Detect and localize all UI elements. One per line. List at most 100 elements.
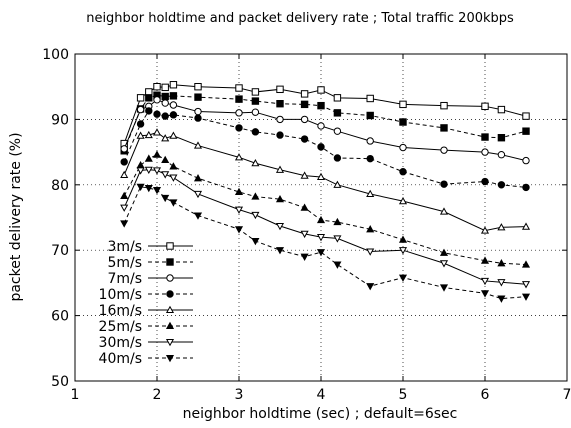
point-7m/s-9 <box>276 115 284 124</box>
point-10m/s-8 <box>251 128 260 136</box>
series-line-7m/s <box>123 99 527 162</box>
series-lines <box>120 81 531 303</box>
series-40m/s <box>120 183 531 303</box>
y-tick-label: 70 <box>51 243 69 259</box>
point-7m/s-14 <box>399 143 407 152</box>
point-5m/s-10 <box>300 100 309 109</box>
series-7m/s <box>120 96 530 165</box>
point-3m/s-13 <box>366 94 374 103</box>
point-3m/s-15 <box>440 101 448 110</box>
series-30m/s <box>120 166 531 289</box>
point-5m/s-16 <box>481 133 489 141</box>
series-line-16m/s <box>123 131 527 232</box>
point-25m/s-17 <box>497 259 506 267</box>
x-axis-label: neighbor holdtime (sec) ; default=6sec <box>183 406 458 422</box>
point-10m/s-4 <box>161 112 169 120</box>
point-3m/s-10 <box>300 90 309 98</box>
point-7m/s-8 <box>251 108 260 116</box>
point-25m/s-12 <box>333 217 342 226</box>
point-16m/s-9 <box>275 165 285 173</box>
legend-label-40m/s: 40m/s <box>99 351 142 367</box>
point-25m/s-11 <box>316 215 326 224</box>
point-3m/s-5 <box>169 81 178 89</box>
point-16m/s-6 <box>193 141 203 149</box>
point-16m/s-2 <box>144 130 153 139</box>
point-30m/s-4 <box>161 171 170 179</box>
point-10m/s-6 <box>194 114 202 122</box>
point-5m/s-2 <box>145 94 153 102</box>
point-5m/s-18 <box>522 127 530 135</box>
point-3m/s-14 <box>399 100 407 109</box>
point-10m/s-7 <box>235 124 243 132</box>
point-7m/s-6 <box>194 107 202 116</box>
legend-label-16m/s: 16m/s <box>99 303 142 319</box>
point-16m/s-11 <box>316 172 326 181</box>
point-40m/s-4 <box>161 194 170 203</box>
point-40m/s-18 <box>521 293 531 301</box>
point-25m/s-3 <box>152 150 162 158</box>
x-tick-label: 4 <box>317 387 326 403</box>
point-7m/s-1 <box>136 105 145 114</box>
point-40m/s-0 <box>120 220 129 228</box>
point-10m/s-1 <box>136 120 145 128</box>
series-line-25m/s <box>123 154 527 266</box>
point-40m/s-15 <box>439 284 449 292</box>
point-25m/s-10 <box>300 203 309 211</box>
point-25m/s-7 <box>234 187 244 196</box>
legend-marker-10m/s <box>166 290 174 298</box>
point-5m/s-4 <box>161 92 169 101</box>
point-3m/s-18 <box>522 112 530 120</box>
x-tick-label: 1 <box>71 387 80 403</box>
point-40m/s-16 <box>480 290 490 298</box>
point-25m/s-8 <box>251 192 260 200</box>
point-40m/s-9 <box>275 247 285 255</box>
series-line-5m/s <box>123 94 527 151</box>
point-25m/s-18 <box>521 260 531 268</box>
series-10m/s <box>120 107 530 192</box>
point-16m/s-8 <box>251 158 260 167</box>
chart-title: neighbor holdtime and packet delivery ra… <box>86 11 514 26</box>
legend-marker-5m/s <box>166 258 174 266</box>
x-tick-label: 3 <box>235 387 244 403</box>
point-16m/s-5 <box>169 131 178 139</box>
point-5m/s-17 <box>497 134 506 142</box>
point-10m/s-0 <box>120 158 128 166</box>
point-30m/s-0 <box>120 204 129 212</box>
point-25m/s-15 <box>439 248 449 256</box>
series-3m/s <box>120 81 530 148</box>
point-3m/s-11 <box>317 86 325 94</box>
point-3m/s-16 <box>481 102 489 111</box>
point-3m/s-3 <box>153 83 161 91</box>
point-10m/s-18 <box>522 183 530 192</box>
y-axis-label: packet delivery rate (%) <box>8 132 24 301</box>
point-7m/s-10 <box>300 115 309 124</box>
point-10m/s-9 <box>276 131 284 139</box>
point-40m/s-5 <box>169 199 178 207</box>
point-25m/s-9 <box>275 194 285 203</box>
point-30m/s-16 <box>480 277 490 286</box>
point-40m/s-8 <box>251 237 260 246</box>
point-30m/s-9 <box>275 222 285 231</box>
x-tick-label: 2 <box>153 387 162 403</box>
point-3m/s-9 <box>276 85 284 94</box>
point-30m/s-15 <box>439 260 449 268</box>
point-7m/s-5 <box>169 101 178 109</box>
point-40m/s-13 <box>366 283 375 291</box>
legend-marker-7m/s <box>166 274 174 282</box>
point-30m/s-14 <box>398 247 408 255</box>
point-10m/s-3 <box>153 110 161 118</box>
point-7m/s-12 <box>333 127 342 135</box>
point-16m/s-1 <box>136 131 145 139</box>
point-10m/s-13 <box>366 154 374 163</box>
point-7m/s-17 <box>497 151 506 159</box>
point-40m/s-1 <box>136 183 145 191</box>
point-30m/s-1 <box>136 167 145 175</box>
point-5m/s-8 <box>251 97 260 105</box>
point-16m/s-7 <box>234 153 244 161</box>
point-5m/s-15 <box>440 124 448 132</box>
y-tick-label: 50 <box>51 374 69 390</box>
series-line-10m/s <box>123 110 527 188</box>
